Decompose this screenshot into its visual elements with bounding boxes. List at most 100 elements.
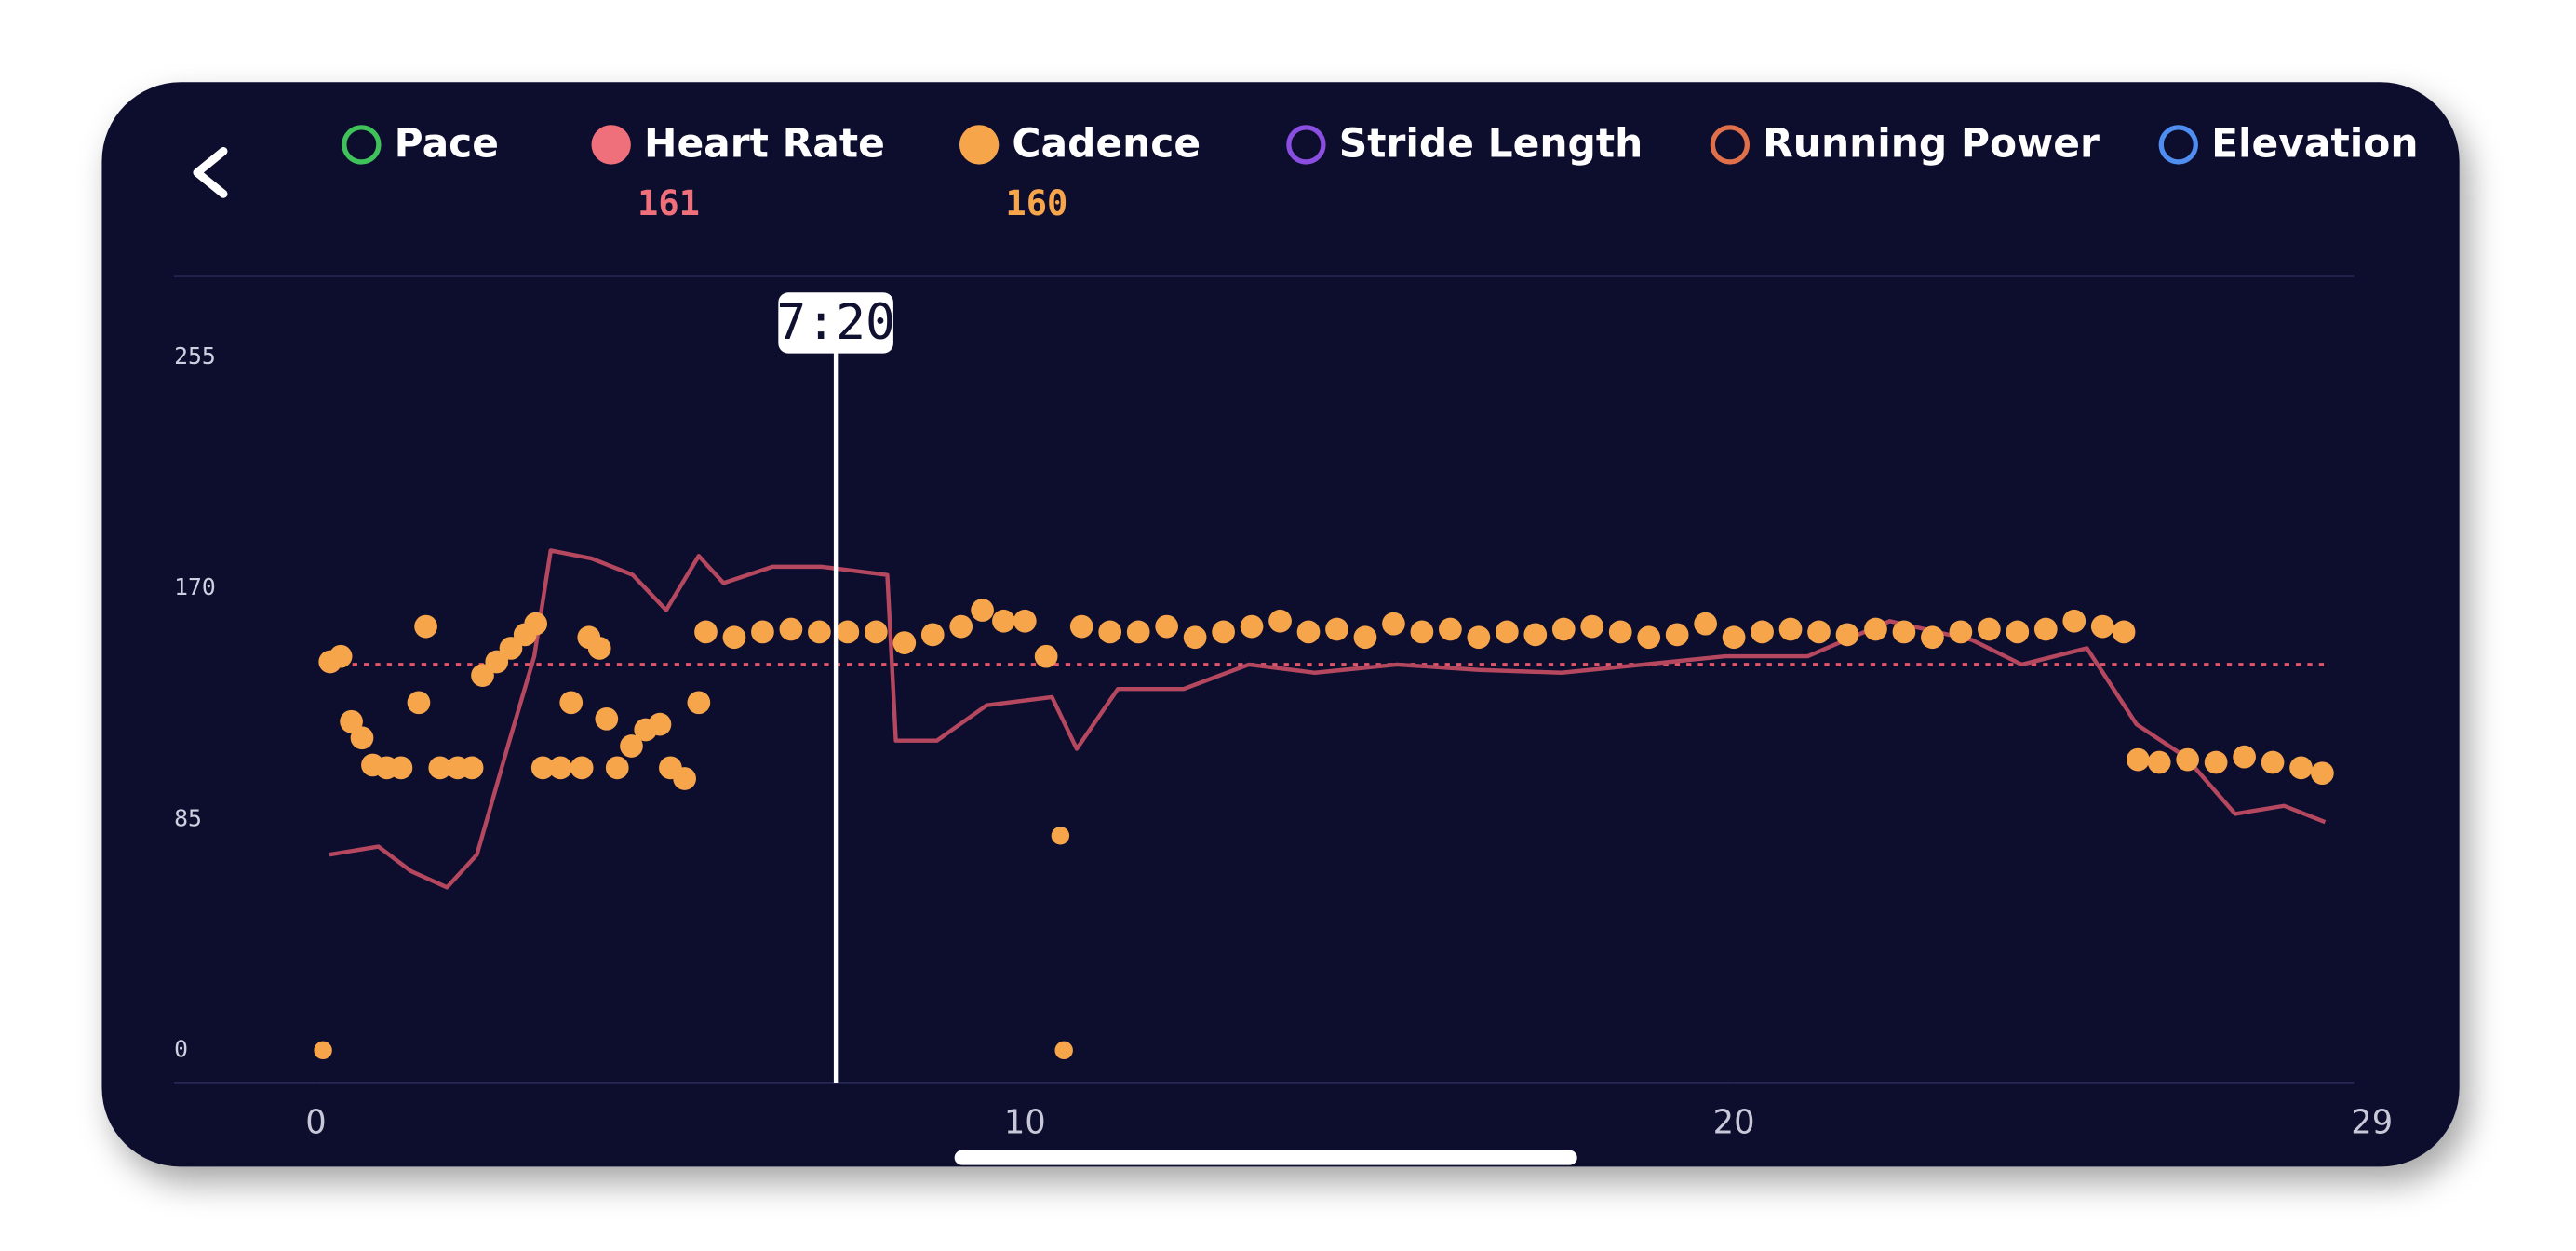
cadence-point [687,691,711,715]
cadence-point [2289,756,2313,780]
cadence-point [414,614,437,639]
legend-marker [2158,125,2198,165]
cadence-point [1778,617,1803,641]
cadence-point [2006,620,2030,644]
cadence-point [1722,626,1746,650]
legend-label: Cadence [1012,121,1201,167]
back-button[interactable] [193,147,228,198]
cadence-point [1835,623,1859,647]
cadence-point [329,644,353,668]
cadence-point [530,756,555,780]
cadence-point [499,637,523,660]
cadence-point [1212,620,1235,644]
cadence-point [1551,617,1576,641]
cadence-point [1126,620,1150,644]
cadence-point [1325,617,1348,641]
cadence-point [1051,827,1070,845]
cadence-point [1665,623,1689,647]
cadence-point [471,664,494,687]
cadence-point [1155,614,1179,639]
legend-value: 161 [637,183,700,223]
cadence-point [559,691,584,715]
cadence-point [779,617,803,641]
cadence-point [2233,745,2256,769]
cadence-point [350,726,374,750]
cadence-point [1892,620,1916,644]
x-tick-label: 10 [1004,1104,1046,1142]
cadence-point [587,637,611,660]
legend-label: Pace [395,121,499,167]
cadence-point [620,734,643,758]
cadence-point [1807,620,1831,644]
cadence-point [428,756,452,780]
cadence-point [1098,620,1122,644]
legend-marker [959,125,1000,165]
legend-marker [1286,125,1326,165]
cadence-point [1864,617,1887,641]
x-tick-label: 20 [1713,1104,1755,1142]
plot [314,548,2334,1060]
cadence-point [2090,614,2114,639]
y-tick-label: 170 [174,573,216,600]
cadence-point [1240,614,1264,639]
cadence-point [1608,620,1632,644]
y-tick-label: 85 [174,804,202,831]
cadence-point [389,756,413,780]
legend-value: 160 [1005,183,1067,223]
legend-label: Elevation [2211,121,2418,167]
cadence-point [407,691,431,715]
cadence-point [1268,609,1292,633]
legend-marker [342,125,382,165]
cadence-point [1353,626,1377,650]
cadence-point [524,612,548,636]
cadence-point [2112,620,2136,644]
cadence-point [1495,620,1519,644]
legend-marker [1710,125,1751,165]
cadence-point [1467,626,1491,650]
cadence-point [548,756,572,780]
cadence-point [314,1041,332,1060]
cadence-point [864,620,888,644]
cadence-point [2033,617,2058,641]
cadence-point [1751,620,1774,644]
cadence-point [1034,644,1058,668]
cadence-point [808,620,831,644]
cadence-point [1013,609,1037,633]
cadence-point [2311,761,2334,786]
cursor-label: 7:20 [776,294,894,351]
x-tick-label: 29 [2351,1104,2393,1142]
cadence-point [1183,626,1207,650]
cadence-point [605,756,629,780]
legend-label: Stride Length [1339,121,1644,167]
legend-label: Heart Rate [644,121,885,167]
cadence-point [1069,614,1093,639]
cadence-point [1637,626,1661,650]
cadence-point [1580,614,1604,639]
cadence-point [1977,617,2001,641]
cadence-point [949,614,973,639]
heart-rate-line [329,548,2327,890]
legend-label: Running Power [1763,121,2100,167]
cadence-point [595,706,619,731]
cadence-point [751,620,774,644]
cadence-point [460,756,484,780]
cursor-label-box [778,292,893,354]
home-indicator [954,1150,1577,1165]
cadence-point [1523,623,1548,647]
cadence-point [1439,617,1462,641]
cadence-point [2204,750,2228,774]
cadence-point [2126,747,2150,772]
cadence-point [694,620,718,644]
cadence-point [1410,620,1434,644]
cadence-point [1921,626,1944,650]
cadence-point [1949,620,1973,644]
cadence-point [722,626,746,650]
cadence-point [1694,612,1717,636]
cadence-point [2147,750,2171,774]
cadence-point [836,620,860,644]
cadence-point [1054,1041,1073,1060]
y-tick-label: 255 [174,343,216,370]
cadence-point [2261,750,2285,774]
